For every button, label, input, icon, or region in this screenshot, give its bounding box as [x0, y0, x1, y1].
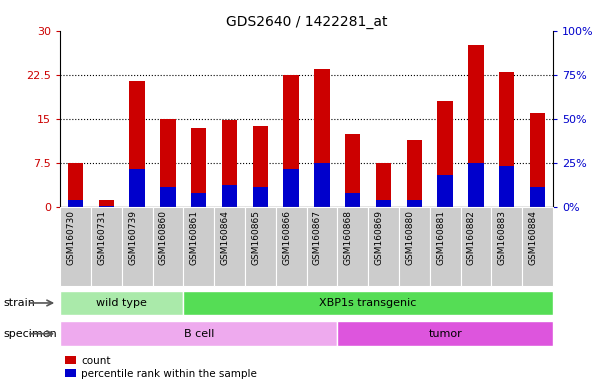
Text: GSM160731: GSM160731	[97, 210, 106, 265]
Bar	[183, 207, 214, 286]
Text: GSM160865: GSM160865	[251, 210, 260, 265]
Text: GSM160867: GSM160867	[313, 210, 322, 265]
Bar	[129, 81, 145, 207]
Bar	[468, 45, 484, 207]
Bar	[252, 187, 268, 207]
Bar	[368, 207, 399, 286]
Text: GSM160864: GSM160864	[221, 210, 230, 265]
Text: tumor: tumor	[429, 329, 462, 339]
Text: GSM160861: GSM160861	[190, 210, 199, 265]
Bar	[345, 134, 361, 207]
Bar	[407, 140, 422, 207]
Bar	[399, 207, 430, 286]
Bar	[191, 193, 206, 207]
Text: GSM160882: GSM160882	[467, 210, 476, 265]
Bar	[68, 200, 83, 207]
Bar	[284, 75, 299, 207]
Bar	[214, 207, 245, 286]
Bar	[438, 101, 453, 207]
Bar	[407, 200, 422, 207]
Bar	[60, 321, 337, 346]
Text: GSM160868: GSM160868	[344, 210, 353, 265]
Bar	[376, 200, 391, 207]
Text: strain: strain	[3, 298, 35, 308]
Bar	[222, 120, 237, 207]
Bar	[160, 187, 175, 207]
Text: wild type: wild type	[96, 298, 147, 308]
Bar	[245, 207, 276, 286]
Bar	[60, 207, 91, 286]
Bar	[60, 291, 183, 315]
Bar	[99, 205, 114, 207]
Bar	[68, 163, 83, 207]
Text: XBP1s transgenic: XBP1s transgenic	[319, 298, 417, 308]
Legend: count, percentile rank within the sample: count, percentile rank within the sample	[66, 356, 257, 379]
Text: GSM160866: GSM160866	[282, 210, 291, 265]
Bar	[376, 163, 391, 207]
Text: GSM160880: GSM160880	[405, 210, 414, 265]
Bar	[530, 187, 545, 207]
Text: GSM160739: GSM160739	[128, 210, 137, 265]
Text: B cell: B cell	[183, 329, 214, 339]
Text: GSM160884: GSM160884	[528, 210, 537, 265]
Text: GDS2640 / 1422281_at: GDS2640 / 1422281_at	[226, 15, 387, 29]
Bar	[460, 207, 492, 286]
Bar	[438, 175, 453, 207]
Text: specimen: specimen	[3, 329, 56, 339]
Bar	[314, 69, 329, 207]
Bar	[160, 119, 175, 207]
Bar	[337, 207, 368, 286]
Bar	[492, 207, 522, 286]
Bar	[468, 163, 484, 207]
Text: GSM160869: GSM160869	[374, 210, 383, 265]
Text: GSM160881: GSM160881	[436, 210, 445, 265]
Bar	[276, 207, 307, 286]
Bar	[499, 166, 514, 207]
Bar	[183, 291, 553, 315]
Bar	[337, 321, 553, 346]
Bar	[121, 207, 153, 286]
Bar	[284, 169, 299, 207]
Bar	[530, 113, 545, 207]
Bar	[99, 200, 114, 207]
Bar	[91, 207, 122, 286]
Bar	[153, 207, 183, 286]
Bar	[345, 193, 361, 207]
Bar	[430, 207, 460, 286]
Bar	[129, 169, 145, 207]
Text: GSM160730: GSM160730	[67, 210, 76, 265]
Bar	[522, 207, 553, 286]
Text: GSM160883: GSM160883	[498, 210, 507, 265]
Bar	[252, 126, 268, 207]
Bar	[499, 72, 514, 207]
Bar	[314, 163, 329, 207]
Bar	[307, 207, 337, 286]
Bar	[191, 128, 206, 207]
Bar	[222, 185, 237, 207]
Text: GSM160860: GSM160860	[159, 210, 168, 265]
